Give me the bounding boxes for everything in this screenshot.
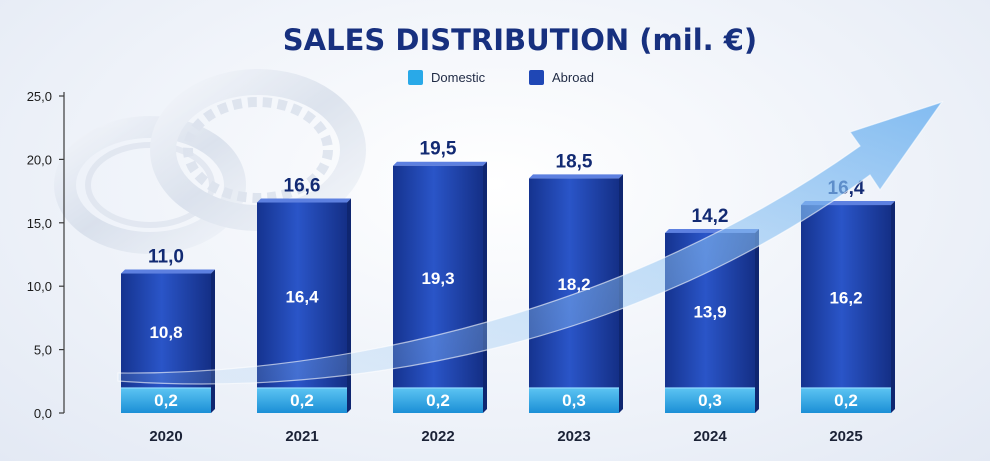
- y-axis: 0,0 5,0 10,0 15,0 20,0 25,0: [27, 89, 65, 421]
- bar-side-face: [347, 198, 351, 413]
- y-tick-label: 20,0: [27, 152, 52, 167]
- bar-total-label: 16,6: [284, 176, 321, 197]
- bar-top-face: [529, 174, 623, 179]
- bar-top-face: [393, 161, 487, 166]
- x-category-label: 2021: [285, 428, 318, 445]
- bar-domestic: [257, 388, 347, 413]
- bar-abroad-label: 16,4: [285, 287, 319, 306]
- y-tick-label: 10,0: [27, 279, 52, 294]
- bar-domestic: [801, 388, 891, 413]
- bar-top-face: [121, 269, 215, 274]
- y-tick-label: 15,0: [27, 216, 52, 231]
- bar-side-face: [483, 161, 487, 413]
- y-tick-label: 25,0: [27, 89, 52, 104]
- legend-label-abroad: Abroad: [552, 70, 594, 85]
- bar-domestic: [121, 388, 211, 413]
- bar-total-label: 11,0: [148, 247, 184, 268]
- y-tick-label: 5,0: [34, 343, 52, 358]
- legend-label-domestic: Domestic: [431, 70, 486, 85]
- bar-group-2022: 19,5 19,3 0,2 2022: [393, 139, 487, 445]
- bar-abroad-label: 18,2: [557, 275, 590, 294]
- bar-abroad-label: 13,9: [693, 302, 726, 321]
- legend-swatch-domestic: [408, 70, 423, 85]
- x-category-label: 2020: [149, 428, 182, 445]
- legend: Domestic Abroad: [408, 70, 594, 85]
- bar-total-label: 19,5: [420, 139, 457, 160]
- bar-abroad: [121, 273, 211, 388]
- legend-item-abroad: Abroad: [529, 70, 594, 85]
- bar-domestic-label: 0,2: [290, 391, 314, 410]
- growth-arrow-icon: [117, 100, 944, 385]
- x-category-label: 2023: [557, 428, 590, 445]
- bar-side-face: [891, 201, 895, 413]
- bar-domestic-label: 0,2: [426, 391, 450, 410]
- bar-domestic-label: 0,3: [698, 391, 722, 410]
- bar-total-label: 14,2: [692, 206, 729, 227]
- bar-side-face: [755, 228, 759, 413]
- bar-domestic-label: 0,2: [834, 391, 858, 410]
- bar-abroad-label: 19,3: [421, 269, 454, 288]
- y-tick-label: 0,0: [34, 406, 52, 421]
- bar-group-2021: 16,6 16,4 0,2 2021: [257, 176, 351, 445]
- bar-side-face: [211, 269, 215, 413]
- x-category-label: 2024: [693, 428, 727, 445]
- bar-domestic: [665, 388, 755, 413]
- legend-item-domestic: Domestic: [408, 70, 486, 85]
- bar-abroad: [801, 205, 891, 388]
- bar-top-face: [257, 198, 351, 203]
- bar-abroad-label: 10,8: [149, 323, 182, 342]
- x-category-label: 2025: [829, 428, 862, 445]
- bar-domestic: [529, 388, 619, 413]
- bar-group-2020: 11,0 10,8 0,2 2020: [121, 247, 215, 445]
- chart-title: SALES DISTRIBUTION (mil. €): [283, 23, 757, 57]
- legend-swatch-abroad: [529, 70, 544, 85]
- bar-domestic-label: 0,2: [154, 391, 178, 410]
- bar-domestic: [393, 388, 483, 413]
- bar-total-label: 18,5: [556, 151, 593, 172]
- x-category-label: 2022: [421, 428, 454, 445]
- bar-abroad-label: 16,2: [829, 289, 862, 308]
- bar-domestic-label: 0,3: [562, 391, 586, 410]
